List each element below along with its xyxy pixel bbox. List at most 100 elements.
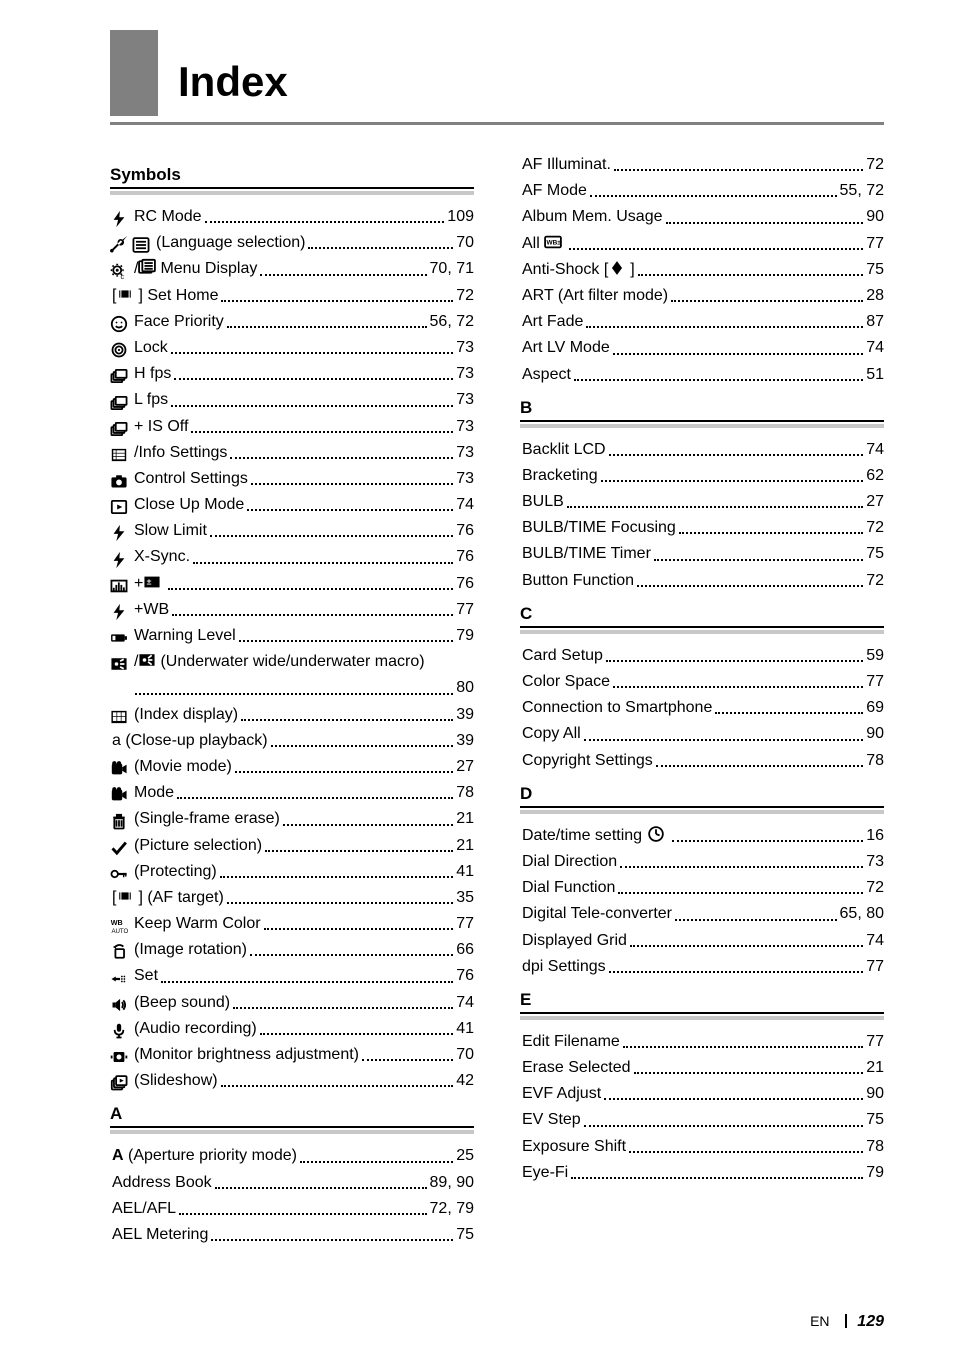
index-entry: BULB/TIME Timer 75 [520, 542, 884, 565]
dot-leader [260, 274, 426, 276]
index-entry: ART (Art filter mode)28 [520, 284, 884, 307]
entry-label: Album Mem. Usage [522, 205, 663, 228]
entry-label: Copyright Settings [522, 749, 653, 772]
dot-leader [567, 506, 863, 508]
entry-page: 87 [866, 310, 884, 333]
entry-label: AEL/AFL [112, 1197, 176, 1220]
entry-label: EVF Adjust [522, 1082, 601, 1105]
dot-leader [613, 686, 863, 688]
index-entry: Exposure Shift 78 [520, 1135, 884, 1158]
entry-page: 21 [866, 1056, 884, 1079]
dot-leader [613, 353, 863, 355]
dot-leader [172, 614, 453, 616]
entry-label: Anti-Shock [] [522, 258, 635, 281]
dot-leader [362, 1059, 453, 1061]
entry-label: AF Illuminat. [522, 153, 611, 176]
entry-page: 74 [456, 493, 474, 516]
entry-page: 78 [866, 1135, 884, 1158]
beep-icon [110, 996, 128, 1014]
index-entry: /Info Settings73 [110, 441, 474, 464]
index-entry: /Menu Display70, 71 [110, 257, 474, 280]
section-rule [520, 806, 884, 808]
dot-leader [609, 454, 864, 456]
entry-page: 21 [456, 834, 474, 857]
index-entry: Set76 [110, 964, 474, 987]
index-entry: Warning Level79 [110, 624, 474, 647]
index-entry: (Index display)39 [110, 703, 474, 726]
entry-label: Art Fade [522, 310, 583, 333]
entry-page: 74 [866, 929, 884, 952]
entry-label: (Single-frame erase) [134, 807, 280, 830]
entry-label: Date/time setting [522, 824, 669, 847]
entry-label: Card Setup [522, 644, 603, 667]
entry-page: 73 [456, 336, 474, 359]
entry-page: 51 [866, 363, 884, 386]
entry-label: BULB/TIME Focusing [522, 516, 676, 539]
entry-label: Slow Limit [134, 519, 207, 542]
check-icon [110, 839, 128, 857]
entry-page: 25 [456, 1144, 474, 1167]
entry-label: (Monitor brightness adjustment) [134, 1043, 359, 1066]
index-entry: dpi Settings77 [520, 955, 884, 978]
dot-leader [586, 326, 863, 328]
page-title: Index [178, 30, 288, 116]
index-entry: (Slideshow)42 [110, 1069, 474, 1092]
section-rule-shadow [520, 1016, 884, 1020]
entry-label: Exposure Shift [522, 1135, 626, 1158]
uw-macro-icon [138, 651, 156, 669]
entry-page: 69 [866, 696, 884, 719]
entry-page: 74 [456, 991, 474, 1014]
flash-icon [110, 603, 128, 621]
dot-leader [191, 431, 453, 433]
section-head: B [520, 398, 884, 418]
entry-label: Copy All [522, 722, 581, 745]
entry-label: Button Function [522, 569, 634, 592]
entry-label: Art LV Mode [522, 336, 610, 359]
dot-leader [634, 1072, 864, 1074]
dot-leader [630, 945, 863, 947]
entry-label: + IS Off [134, 415, 188, 438]
dot-leader [264, 928, 454, 930]
entry-page: 73 [866, 850, 884, 873]
mic-icon [110, 1022, 128, 1040]
entry-label: RC Mode [134, 205, 202, 228]
index-entry: Address Book89, 90 [110, 1171, 474, 1194]
entry-label: Aspect [522, 363, 571, 386]
dot-leader [227, 326, 427, 328]
section-rule [110, 1126, 474, 1128]
index-entry: Close Up Mode74 [110, 493, 474, 516]
entry-label: Address Book [112, 1171, 212, 1194]
footer: EN 129 [810, 1313, 884, 1331]
index-entry: EVF Adjust90 [520, 1082, 884, 1105]
entry-label: BULB/TIME Timer [522, 542, 651, 565]
movie-icon [110, 786, 128, 804]
index-entry: (Language selection)70 [110, 231, 474, 254]
entry-label: Digital Tele-converter [522, 902, 672, 925]
entry-page: 70 [456, 1043, 474, 1066]
entry-label: /(Underwater wide/underwater macro) [134, 650, 425, 673]
entry-page: 16 [866, 824, 884, 847]
index-entry: Bracketing62 [520, 464, 884, 487]
entry-page: 76 [456, 572, 474, 595]
dot-leader [672, 840, 864, 842]
entry-page: 73 [456, 467, 474, 490]
dot-leader [574, 379, 863, 381]
entry-page: 72 [866, 569, 884, 592]
entry-page: 75 [866, 542, 884, 565]
flash-icon [110, 551, 128, 569]
entry-label: Dial Direction [522, 850, 617, 873]
dot-leader [161, 981, 453, 983]
playback-menu-icon [138, 258, 156, 276]
entry-label: (Audio recording) [134, 1017, 257, 1040]
index-entry: Aspect 51 [520, 363, 884, 386]
entry-page: 39 [456, 729, 474, 752]
entry-page: 72 [866, 876, 884, 899]
entry-page: 27 [456, 755, 474, 778]
index-entry: (Monitor brightness adjustment) 70 [110, 1043, 474, 1066]
index-entry: Button Function 72 [520, 569, 884, 592]
index-entry: A (Aperture priority mode)25 [110, 1144, 474, 1167]
entry-label: X-Sync. [134, 545, 190, 568]
index-entry: Card Setup59 [520, 644, 884, 667]
movie-icon [110, 760, 128, 778]
index-entry: Erase Selected21 [520, 1056, 884, 1079]
